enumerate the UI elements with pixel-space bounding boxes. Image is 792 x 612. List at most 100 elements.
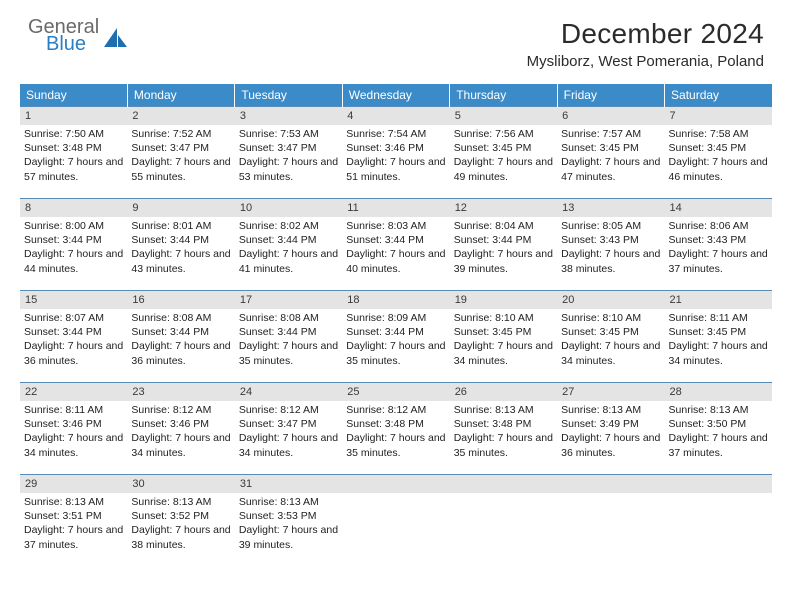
- daylight-text: Daylight: 7 hours and 37 minutes.: [24, 523, 124, 551]
- day-details: Sunrise: 8:05 AMSunset: 3:43 PMDaylight:…: [557, 217, 664, 280]
- sunset-text: Sunset: 3:45 PM: [669, 325, 769, 339]
- day-number: 15: [20, 291, 127, 309]
- header: General Blue December 2024 Mysliborz, We…: [0, 0, 792, 76]
- daylight-text: Daylight: 7 hours and 35 minutes.: [239, 339, 339, 367]
- day-number: 1: [20, 107, 127, 125]
- calendar-cell: 1Sunrise: 7:50 AMSunset: 3:48 PMDaylight…: [20, 107, 127, 199]
- sunrise-text: Sunrise: 7:57 AM: [561, 127, 661, 141]
- day-details: Sunrise: 8:01 AMSunset: 3:44 PMDaylight:…: [127, 217, 234, 280]
- sunset-text: Sunset: 3:45 PM: [454, 325, 554, 339]
- calendar-cell: 22Sunrise: 8:11 AMSunset: 3:46 PMDayligh…: [20, 383, 127, 475]
- calendar-cell: 25Sunrise: 8:12 AMSunset: 3:48 PMDayligh…: [342, 383, 449, 475]
- sunset-text: Sunset: 3:50 PM: [669, 417, 769, 431]
- day-number: 21: [665, 291, 772, 309]
- day-number: 31: [235, 475, 342, 493]
- day-details: [450, 493, 557, 553]
- calendar-cell: 27Sunrise: 8:13 AMSunset: 3:49 PMDayligh…: [557, 383, 664, 475]
- sunrise-text: Sunrise: 8:13 AM: [669, 403, 769, 417]
- daylight-text: Daylight: 7 hours and 35 minutes.: [346, 339, 446, 367]
- sunrise-text: Sunrise: 7:52 AM: [131, 127, 231, 141]
- day-number: 16: [127, 291, 234, 309]
- sunset-text: Sunset: 3:44 PM: [131, 233, 231, 247]
- day-details: Sunrise: 8:00 AMSunset: 3:44 PMDaylight:…: [20, 217, 127, 280]
- sunrise-text: Sunrise: 8:13 AM: [239, 495, 339, 509]
- sunset-text: Sunset: 3:47 PM: [131, 141, 231, 155]
- daylight-text: Daylight: 7 hours and 37 minutes.: [669, 247, 769, 275]
- calendar-cell: 13Sunrise: 8:05 AMSunset: 3:43 PMDayligh…: [557, 199, 664, 291]
- calendar-cell: 26Sunrise: 8:13 AMSunset: 3:48 PMDayligh…: [450, 383, 557, 475]
- day-header: Monday: [127, 84, 234, 107]
- sunset-text: Sunset: 3:49 PM: [561, 417, 661, 431]
- daylight-text: Daylight: 7 hours and 38 minutes.: [561, 247, 661, 275]
- day-header: Sunday: [20, 84, 127, 107]
- daylight-text: Daylight: 7 hours and 34 minutes.: [131, 431, 231, 459]
- day-details: Sunrise: 8:11 AMSunset: 3:45 PMDaylight:…: [665, 309, 772, 372]
- day-number: 17: [235, 291, 342, 309]
- calendar-table: SundayMondayTuesdayWednesdayThursdayFrid…: [20, 84, 772, 567]
- daylight-text: Daylight: 7 hours and 43 minutes.: [131, 247, 231, 275]
- sunset-text: Sunset: 3:44 PM: [24, 233, 124, 247]
- daylight-text: Daylight: 7 hours and 53 minutes.: [239, 155, 339, 183]
- day-details: Sunrise: 7:52 AMSunset: 3:47 PMDaylight:…: [127, 125, 234, 188]
- day-details: Sunrise: 8:13 AMSunset: 3:50 PMDaylight:…: [665, 401, 772, 464]
- sunset-text: Sunset: 3:53 PM: [239, 509, 339, 523]
- calendar-cell: 4Sunrise: 7:54 AMSunset: 3:46 PMDaylight…: [342, 107, 449, 199]
- daylight-text: Daylight: 7 hours and 38 minutes.: [131, 523, 231, 551]
- sunset-text: Sunset: 3:43 PM: [669, 233, 769, 247]
- calendar-cell: 14Sunrise: 8:06 AMSunset: 3:43 PMDayligh…: [665, 199, 772, 291]
- daylight-text: Daylight: 7 hours and 44 minutes.: [24, 247, 124, 275]
- day-number: 18: [342, 291, 449, 309]
- sunset-text: Sunset: 3:46 PM: [346, 141, 446, 155]
- calendar-cell: 15Sunrise: 8:07 AMSunset: 3:44 PMDayligh…: [20, 291, 127, 383]
- calendar-header-row: SundayMondayTuesdayWednesdayThursdayFrid…: [20, 84, 772, 107]
- day-number: 25: [342, 383, 449, 401]
- calendar-cell: 19Sunrise: 8:10 AMSunset: 3:45 PMDayligh…: [450, 291, 557, 383]
- day-details: Sunrise: 8:11 AMSunset: 3:46 PMDaylight:…: [20, 401, 127, 464]
- day-details: Sunrise: 7:57 AMSunset: 3:45 PMDaylight:…: [557, 125, 664, 188]
- sunrise-text: Sunrise: 8:10 AM: [561, 311, 661, 325]
- logo: General Blue: [28, 18, 129, 54]
- sunset-text: Sunset: 3:48 PM: [346, 417, 446, 431]
- day-number: [450, 475, 557, 493]
- day-details: Sunrise: 8:12 AMSunset: 3:48 PMDaylight:…: [342, 401, 449, 464]
- sunrise-text: Sunrise: 8:11 AM: [669, 311, 769, 325]
- sunrise-text: Sunrise: 8:01 AM: [131, 219, 231, 233]
- calendar-cell: 24Sunrise: 8:12 AMSunset: 3:47 PMDayligh…: [235, 383, 342, 475]
- day-details: Sunrise: 8:12 AMSunset: 3:47 PMDaylight:…: [235, 401, 342, 464]
- calendar-cell: 18Sunrise: 8:09 AMSunset: 3:44 PMDayligh…: [342, 291, 449, 383]
- day-details: Sunrise: 7:53 AMSunset: 3:47 PMDaylight:…: [235, 125, 342, 188]
- day-details: Sunrise: 8:13 AMSunset: 3:49 PMDaylight:…: [557, 401, 664, 464]
- calendar-cell: 10Sunrise: 8:02 AMSunset: 3:44 PMDayligh…: [235, 199, 342, 291]
- day-number: 27: [557, 383, 664, 401]
- day-details: Sunrise: 8:03 AMSunset: 3:44 PMDaylight:…: [342, 217, 449, 280]
- day-details: Sunrise: 8:13 AMSunset: 3:53 PMDaylight:…: [235, 493, 342, 556]
- daylight-text: Daylight: 7 hours and 39 minutes.: [454, 247, 554, 275]
- day-details: Sunrise: 8:08 AMSunset: 3:44 PMDaylight:…: [127, 309, 234, 372]
- day-number: 28: [665, 383, 772, 401]
- calendar-cell: 30Sunrise: 8:13 AMSunset: 3:52 PMDayligh…: [127, 475, 234, 567]
- day-header: Thursday: [450, 84, 557, 107]
- daylight-text: Daylight: 7 hours and 34 minutes.: [454, 339, 554, 367]
- day-details: Sunrise: 8:12 AMSunset: 3:46 PMDaylight:…: [127, 401, 234, 464]
- day-details: Sunrise: 8:09 AMSunset: 3:44 PMDaylight:…: [342, 309, 449, 372]
- sunrise-text: Sunrise: 8:08 AM: [131, 311, 231, 325]
- sunset-text: Sunset: 3:45 PM: [561, 141, 661, 155]
- sunset-text: Sunset: 3:51 PM: [24, 509, 124, 523]
- calendar-cell: 21Sunrise: 8:11 AMSunset: 3:45 PMDayligh…: [665, 291, 772, 383]
- calendar-cell: 16Sunrise: 8:08 AMSunset: 3:44 PMDayligh…: [127, 291, 234, 383]
- sunset-text: Sunset: 3:44 PM: [346, 233, 446, 247]
- day-number: 11: [342, 199, 449, 217]
- day-details: Sunrise: 7:50 AMSunset: 3:48 PMDaylight:…: [20, 125, 127, 188]
- daylight-text: Daylight: 7 hours and 51 minutes.: [346, 155, 446, 183]
- day-number: 30: [127, 475, 234, 493]
- day-details: Sunrise: 8:13 AMSunset: 3:52 PMDaylight:…: [127, 493, 234, 556]
- sunrise-text: Sunrise: 8:11 AM: [24, 403, 124, 417]
- sunrise-text: Sunrise: 8:08 AM: [239, 311, 339, 325]
- day-details: Sunrise: 8:13 AMSunset: 3:48 PMDaylight:…: [450, 401, 557, 464]
- sunrise-text: Sunrise: 8:13 AM: [561, 403, 661, 417]
- sunset-text: Sunset: 3:44 PM: [239, 233, 339, 247]
- sunrise-text: Sunrise: 7:56 AM: [454, 127, 554, 141]
- day-number: 12: [450, 199, 557, 217]
- sunset-text: Sunset: 3:46 PM: [131, 417, 231, 431]
- sunrise-text: Sunrise: 8:13 AM: [24, 495, 124, 509]
